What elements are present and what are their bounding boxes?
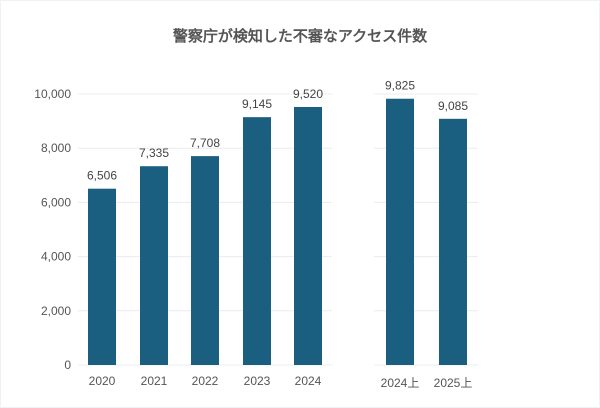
y-tick-label: 4,000 [41, 250, 71, 264]
data-label: 7,335 [139, 146, 169, 160]
bar [191, 156, 219, 365]
bar [88, 188, 116, 365]
data-label: 9,520 [293, 87, 323, 101]
bar [140, 166, 168, 365]
x-tick-label: 2021 [141, 374, 168, 388]
data-label: 7,708 [190, 136, 220, 150]
bar [439, 118, 467, 365]
bar [294, 107, 322, 366]
bar [386, 98, 414, 366]
y-tick-label: 0 [64, 358, 71, 372]
x-tick-label: 2024 [295, 374, 322, 388]
data-label: 6,506 [87, 169, 117, 183]
data-label: 9,145 [242, 97, 272, 111]
y-tick-label: 8,000 [41, 141, 71, 155]
x-tick-label: 2023 [244, 374, 271, 388]
x-tick-label: 2025上 [434, 376, 473, 390]
bar [243, 117, 271, 365]
x-tick-label: 2024上 [381, 376, 420, 390]
y-tick-label: 2,000 [41, 304, 71, 318]
x-tick-label: 2020 [89, 374, 116, 388]
y-tick-label: 6,000 [41, 195, 71, 209]
data-label: 9,825 [385, 79, 415, 93]
chart-title: 警察庁が検知した不審なアクセス件数 [172, 27, 428, 45]
x-tick-label: 2022 [192, 374, 219, 388]
data-label: 9,085 [438, 99, 468, 113]
y-tick-label: 10,000 [34, 87, 71, 101]
